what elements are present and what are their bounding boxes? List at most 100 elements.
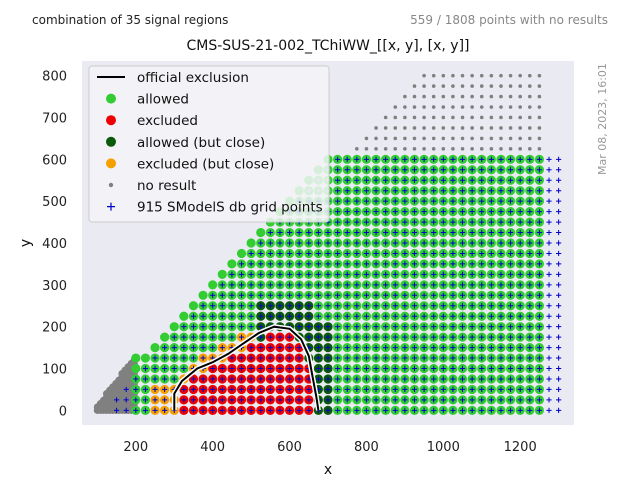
db-grid-point (479, 250, 485, 257)
db-grid-point (354, 177, 360, 183)
db-grid-point (210, 365, 216, 372)
db-grid-point (517, 198, 523, 204)
db-grid-point (402, 271, 408, 277)
no-result-point (422, 105, 426, 109)
allowed-point (256, 227, 266, 238)
db-grid-point (546, 188, 552, 194)
db-grid-point (469, 261, 475, 267)
db-grid-point (123, 386, 129, 393)
db-grid-point (383, 188, 389, 194)
db-grid-point (517, 355, 523, 361)
db-grid-point (315, 313, 321, 319)
db-grid-point (402, 177, 408, 183)
db-grid-point (507, 355, 514, 361)
db-grid-point (421, 198, 427, 204)
db-grid-point (498, 219, 504, 225)
db-grid-point (507, 365, 514, 372)
db-grid-point (479, 324, 485, 330)
no-result-point (479, 147, 484, 151)
db-grid-point (556, 344, 562, 351)
db-grid-point (335, 188, 341, 194)
db-grid-point (459, 313, 466, 319)
db-grid-point (527, 365, 533, 372)
db-grid-point (373, 229, 379, 236)
db-grid-point (440, 386, 446, 393)
db-grid-point (219, 376, 225, 382)
db-grid-point (335, 271, 341, 277)
db-grid-point (152, 407, 158, 413)
legend-label: excluded (137, 113, 198, 129)
db-grid-point (469, 240, 475, 246)
db-grid-point (373, 198, 379, 204)
db-grid-point (306, 282, 312, 288)
db-grid-point (440, 198, 446, 204)
db-grid-point (344, 334, 350, 340)
allowed-point (160, 332, 170, 342)
db-grid-point (181, 386, 187, 393)
db-grid-point (363, 292, 370, 298)
db-grid-point (546, 397, 552, 403)
db-grid-point (238, 365, 245, 372)
db-grid-point (286, 355, 293, 361)
no-result-point (499, 126, 503, 130)
db-grid-point (286, 397, 293, 403)
db-grid-point (479, 355, 485, 361)
db-grid-point (507, 261, 514, 267)
db-grid-point (373, 386, 379, 393)
db-grid-point (536, 198, 543, 204)
db-grid-point (383, 261, 389, 267)
db-grid-point (363, 282, 370, 288)
db-grid-point (344, 167, 350, 173)
db-grid-point (440, 167, 446, 173)
db-grid-point (556, 198, 562, 204)
db-grid-point (402, 167, 408, 173)
db-grid-point (556, 376, 562, 382)
db-grid-point (450, 271, 456, 277)
db-grid-point (411, 303, 418, 309)
db-grid-point (229, 397, 235, 403)
db-grid-point (546, 219, 552, 225)
db-grid-point (507, 386, 514, 393)
db-grid-point (536, 324, 543, 330)
db-grid-point (488, 386, 494, 393)
no-result-point (470, 105, 474, 109)
db-grid-point (277, 292, 283, 298)
db-grid-point (498, 334, 504, 340)
db-grid-point (450, 261, 456, 267)
db-grid-point (431, 177, 437, 183)
scatter-marks (93, 73, 562, 415)
db-grid-point (527, 344, 533, 351)
db-grid-point (469, 198, 475, 204)
db-grid-point (488, 177, 494, 183)
db-grid-point (306, 229, 312, 236)
db-grid-point (450, 386, 456, 393)
legend-plus-swatch (107, 202, 115, 211)
allowed-point (217, 269, 227, 279)
db-grid-point (421, 292, 427, 298)
db-grid-point (210, 376, 216, 382)
db-grid-point (556, 407, 562, 413)
no-result-point (451, 73, 455, 78)
db-grid-point (479, 334, 485, 340)
db-grid-point (152, 386, 158, 393)
db-grid-point (459, 365, 466, 372)
db-grid-point (306, 397, 312, 403)
no-result-point (460, 73, 465, 78)
db-grid-point (556, 292, 562, 298)
db-grid-point (383, 313, 389, 319)
db-grid-point (258, 355, 264, 361)
db-grid-point (411, 156, 418, 162)
no-result-point (403, 147, 407, 151)
db-grid-point (536, 365, 543, 372)
db-grid-point (440, 156, 446, 162)
db-grid-point (469, 188, 475, 194)
no-result-point (403, 94, 407, 99)
db-grid-point (373, 303, 379, 309)
db-grid-point (277, 261, 283, 267)
db-grid-point (507, 303, 514, 309)
no-result-point (441, 126, 446, 130)
db-grid-point (325, 292, 331, 298)
allowed-point (227, 259, 237, 269)
db-grid-point (431, 156, 437, 162)
db-grid-point (200, 303, 206, 309)
